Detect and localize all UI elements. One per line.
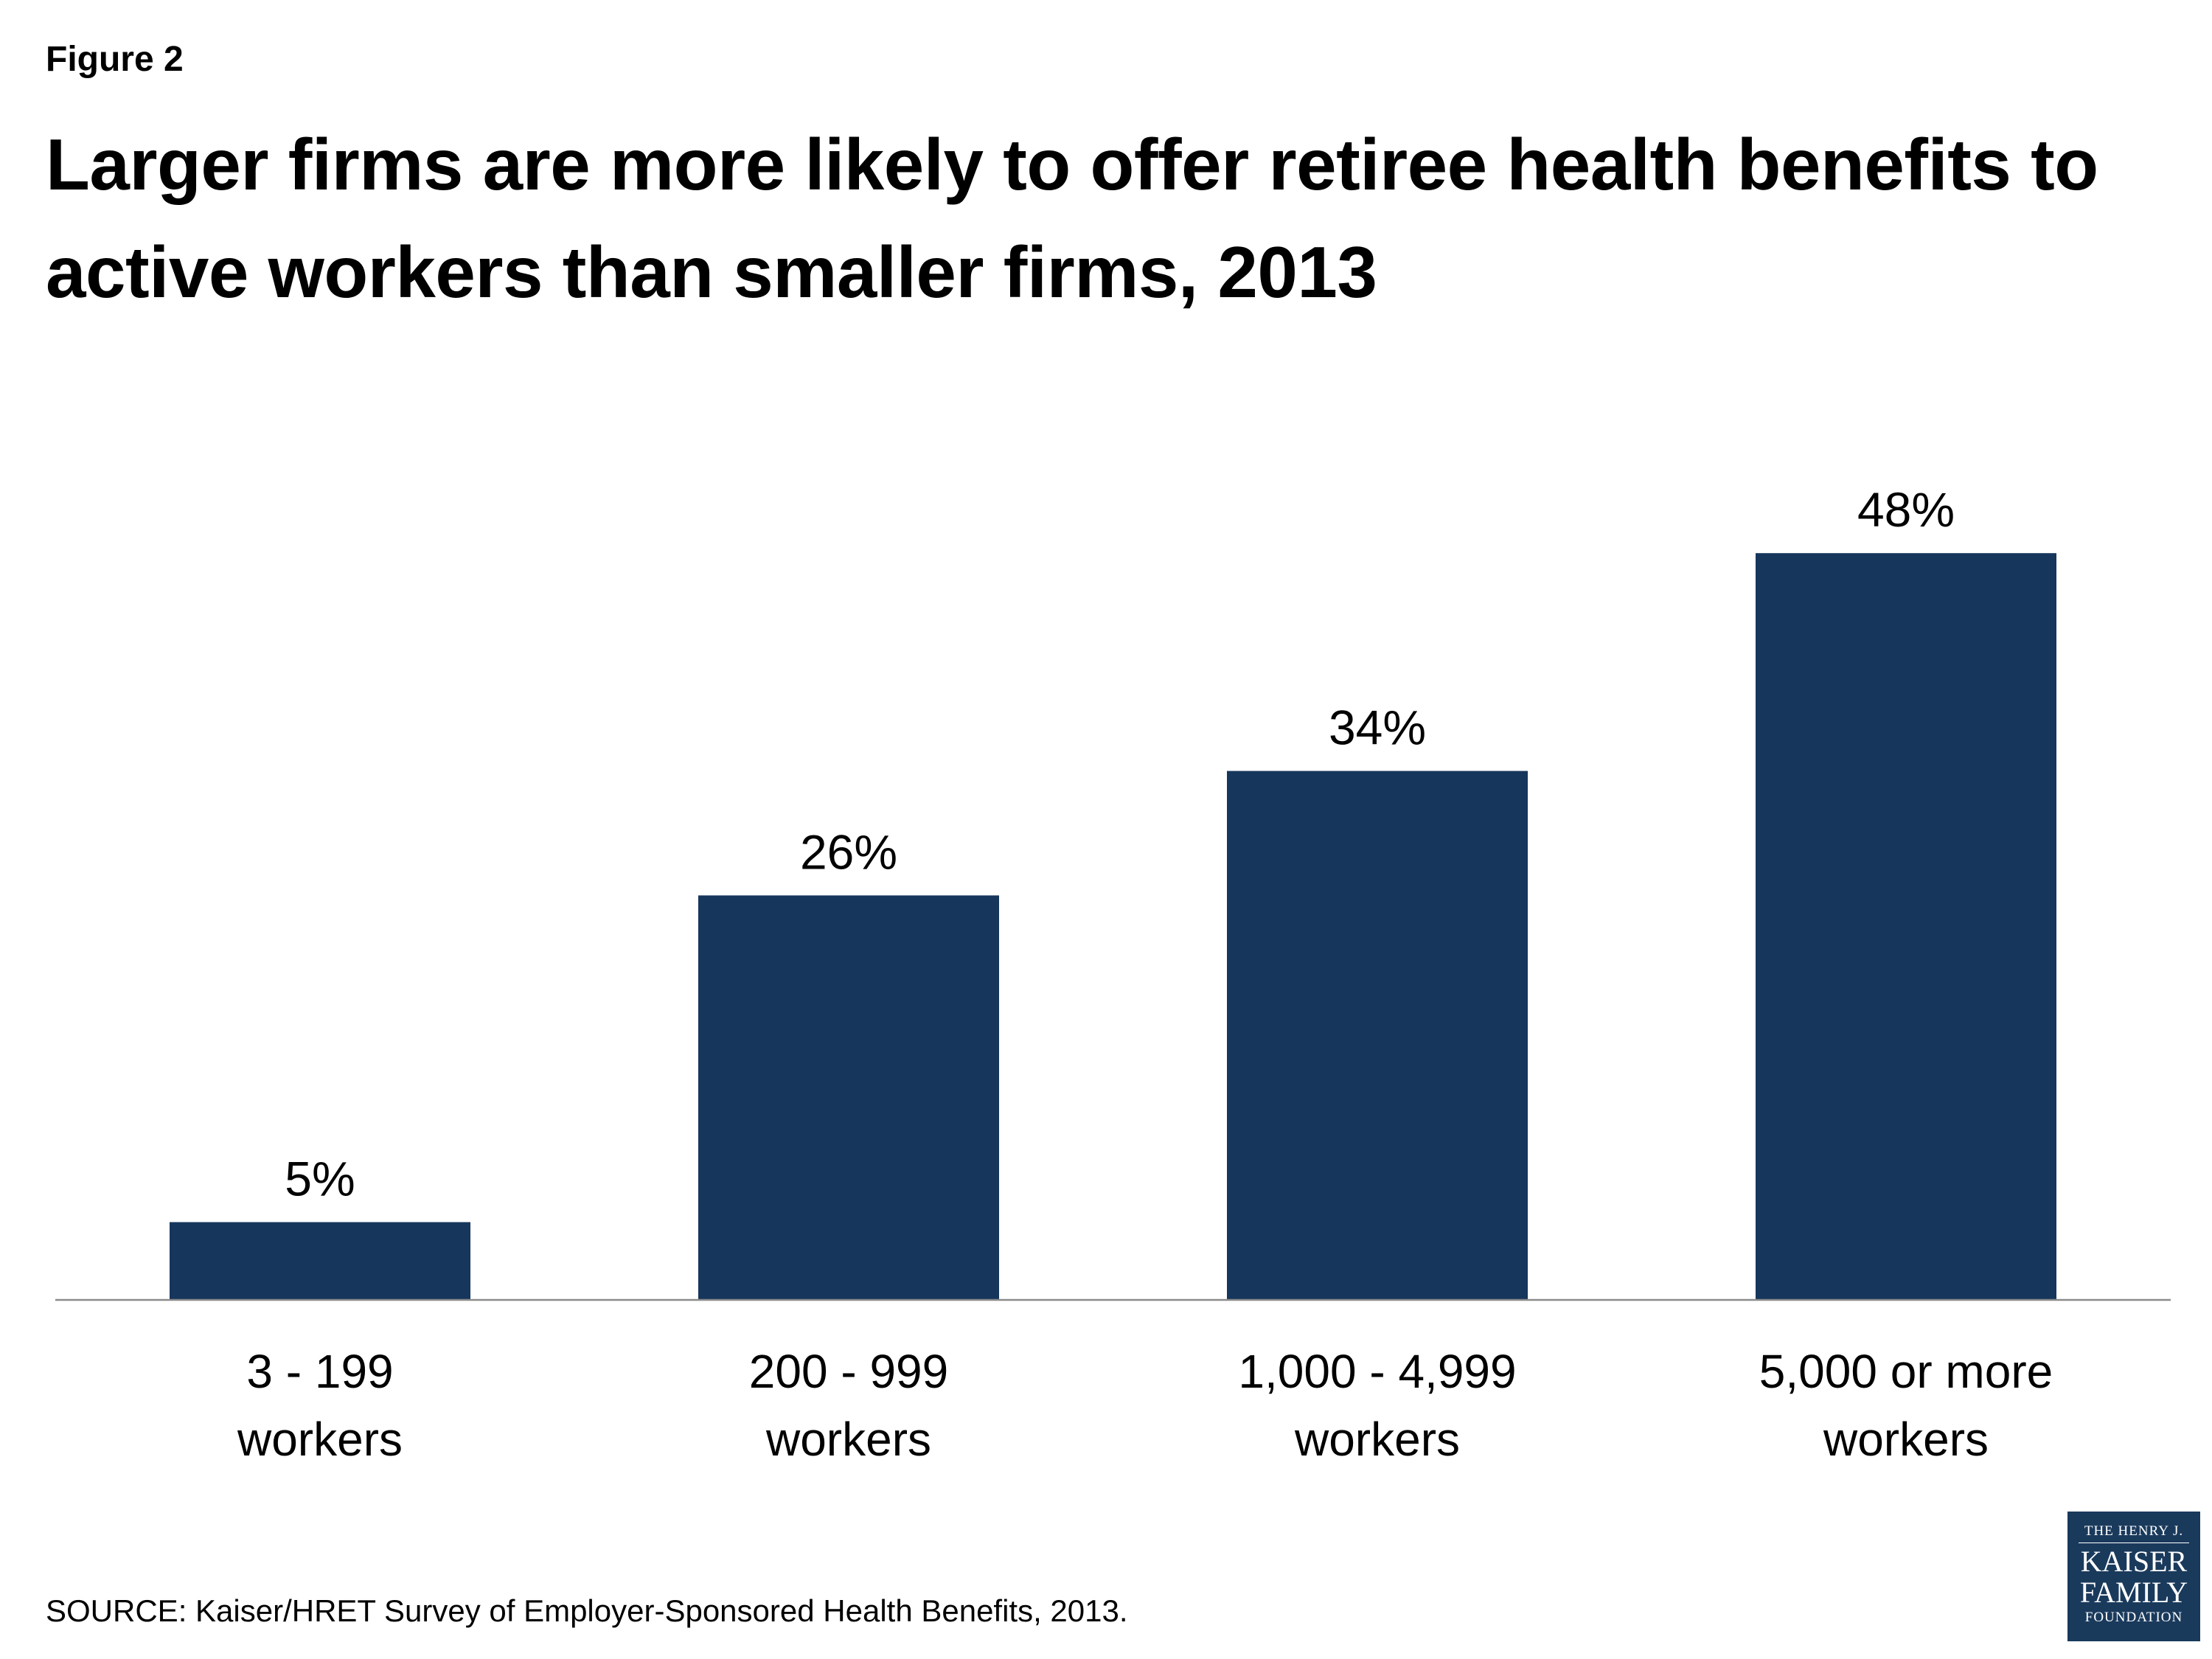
- bar-1: [170, 1222, 470, 1300]
- x-tick-label-3-line-1: 1,000 - 4,999: [1238, 1345, 1516, 1398]
- bar-3: [1227, 771, 1528, 1300]
- x-tick-label-1-line-2: workers: [237, 1413, 403, 1466]
- logo-line-2: KAISER: [2080, 1545, 2188, 1578]
- x-tick-label-2: 200 - 999 workers: [749, 1345, 948, 1466]
- data-label-1: 5%: [285, 1152, 355, 1206]
- x-tick-label-4-line-2: workers: [1823, 1413, 1989, 1466]
- x-tick-label-1: 3 - 199 workers: [237, 1345, 403, 1466]
- source-note: SOURCE: Kaiser/HRET Survey of Employer-S…: [46, 1593, 1128, 1628]
- x-tick-label-4-line-1: 5,000 or more: [1759, 1345, 2053, 1398]
- data-label-2: 26%: [800, 824, 897, 879]
- x-tick-label-3-line-2: workers: [1294, 1413, 1460, 1466]
- logo-line-1: THE HENRY J.: [2084, 1523, 2184, 1539]
- kff-logo: THE HENRY J. KAISER FAMILY FOUNDATION: [2067, 1512, 2200, 1641]
- x-tick-label-2-line-1: 200 - 999: [749, 1345, 948, 1398]
- data-label-3: 34%: [1329, 700, 1426, 755]
- bars-layer: [170, 553, 2056, 1300]
- figure-label: Figure 2: [46, 40, 184, 79]
- x-tick-label-4: 5,000 or more workers: [1759, 1345, 2053, 1466]
- data-label-4: 48%: [1857, 482, 1955, 537]
- chart-title: Larger firms are more likely to offer re…: [46, 124, 2098, 313]
- logo-line-3: FAMILY: [2079, 1576, 2188, 1609]
- bar-2: [698, 895, 999, 1300]
- x-tick-label-3: 1,000 - 4,999 workers: [1238, 1345, 1516, 1466]
- bar-4: [1756, 553, 2056, 1300]
- x-tick-label-1-line-1: 3 - 199: [246, 1345, 393, 1398]
- data-labels-layer: 5% 26% 34% 48%: [285, 482, 1955, 1206]
- logo-line-4: FOUNDATION: [2084, 1610, 2183, 1625]
- x-tick-label-2-line-2: workers: [765, 1413, 931, 1466]
